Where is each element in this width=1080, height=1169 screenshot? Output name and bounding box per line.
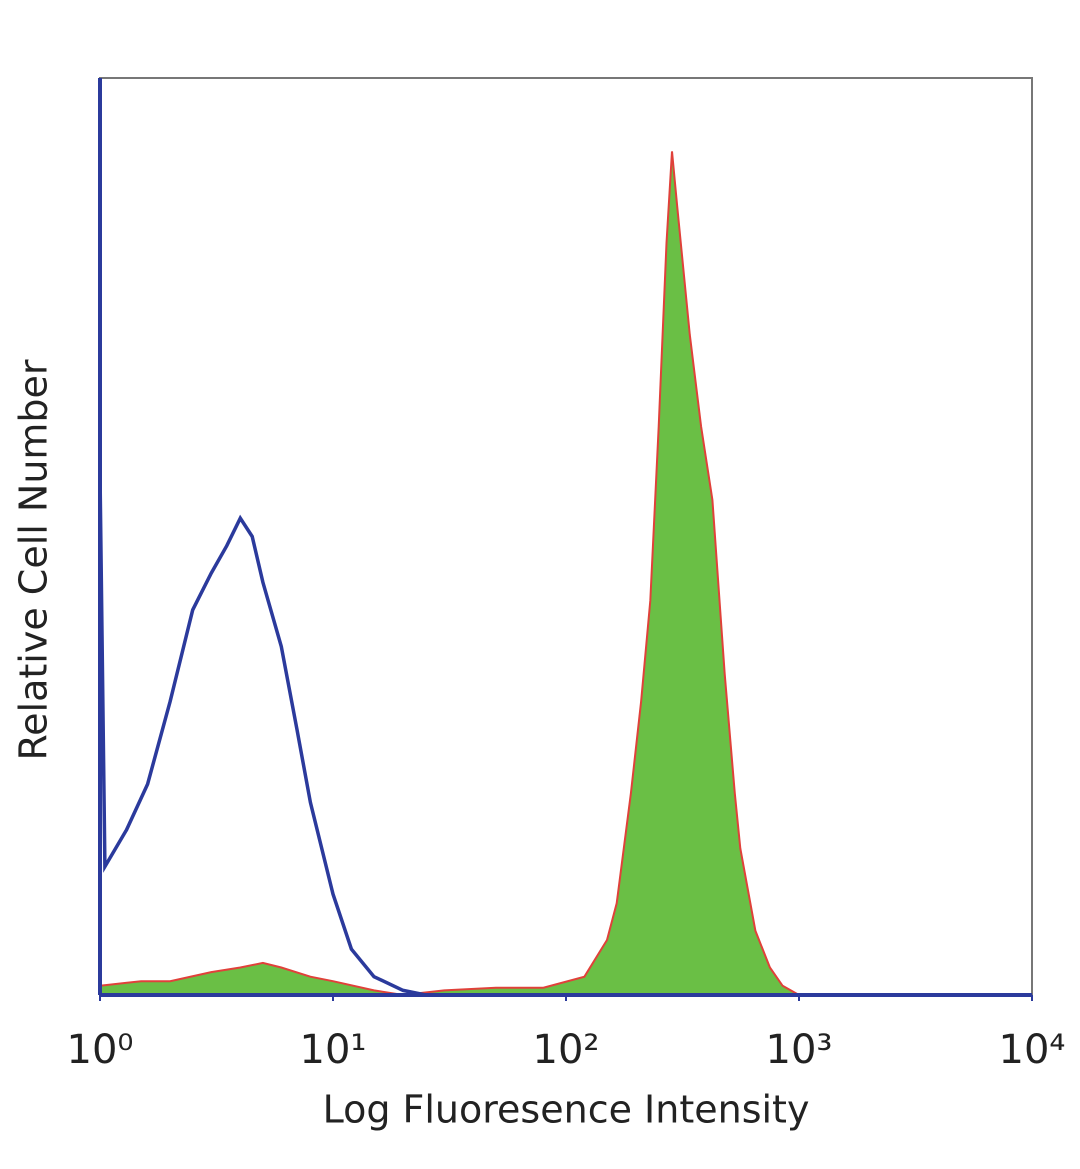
y-axis-label: Relative Cell Number xyxy=(12,359,56,760)
x-axis-label: Log Fluoresence Intensity xyxy=(323,1088,810,1132)
x-tick-label: 10² xyxy=(533,1027,600,1073)
x-tick-label: 10⁰ xyxy=(67,1027,134,1073)
x-tick-label: 10⁴ xyxy=(999,1027,1066,1073)
area-fill xyxy=(100,151,799,995)
histogram-line xyxy=(98,472,427,997)
plot-frame xyxy=(99,77,1033,996)
x-tick-label: 10¹ xyxy=(300,1027,367,1073)
histogram-outline xyxy=(99,151,800,997)
x-tick-label: 10³ xyxy=(766,1027,833,1073)
